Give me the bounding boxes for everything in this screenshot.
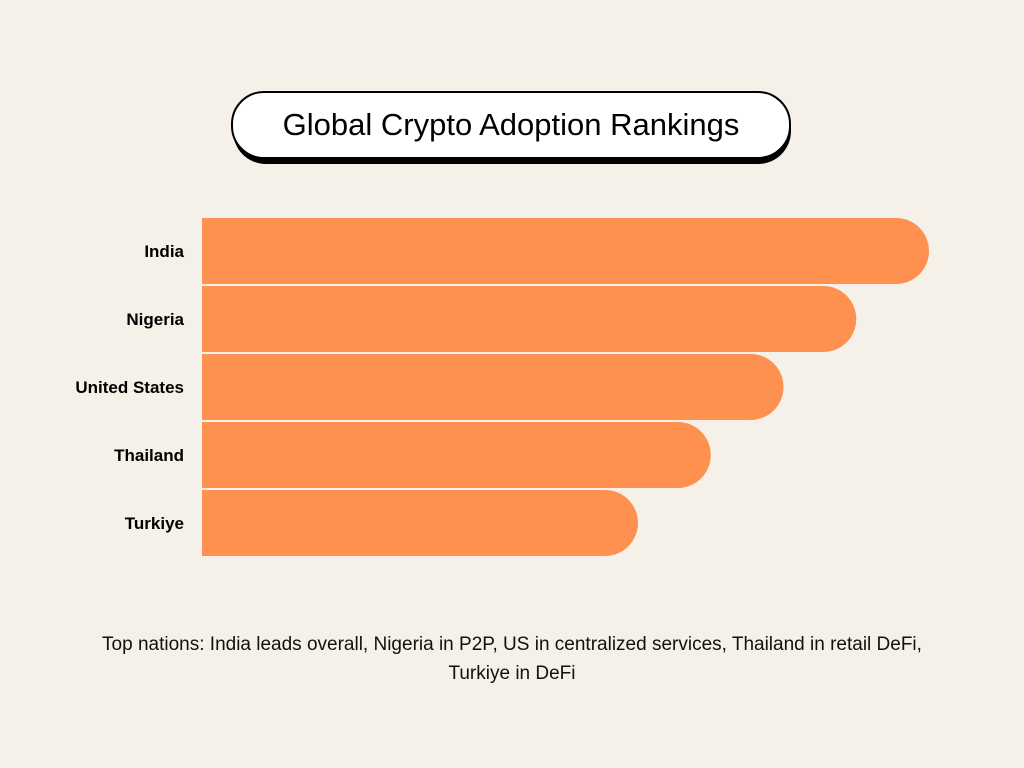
bar-united-states (202, 354, 784, 420)
category-labels-group: India Nigeria United States Thailand Turkiye (75, 242, 184, 533)
category-label-india: India (144, 242, 184, 261)
bars-group (202, 218, 929, 556)
bar-india (202, 218, 929, 284)
category-label-thailand: Thailand (114, 446, 184, 465)
chart-title-badge: Global Crypto Adoption Rankings (231, 91, 791, 165)
category-label-nigeria: Nigeria (126, 310, 184, 329)
chart-title: Global Crypto Adoption Rankings (282, 107, 740, 142)
bar-thailand (202, 422, 711, 488)
chart-caption: Top nations: India leads overall, Nigeri… (102, 634, 922, 684)
bar-turkiye (202, 490, 638, 556)
bar-nigeria (202, 286, 857, 352)
chart-title-pill: Global Crypto Adoption Rankings (231, 91, 791, 159)
category-label-turkiye: Turkiye (125, 514, 184, 533)
category-label-united-states: United States (75, 378, 184, 397)
